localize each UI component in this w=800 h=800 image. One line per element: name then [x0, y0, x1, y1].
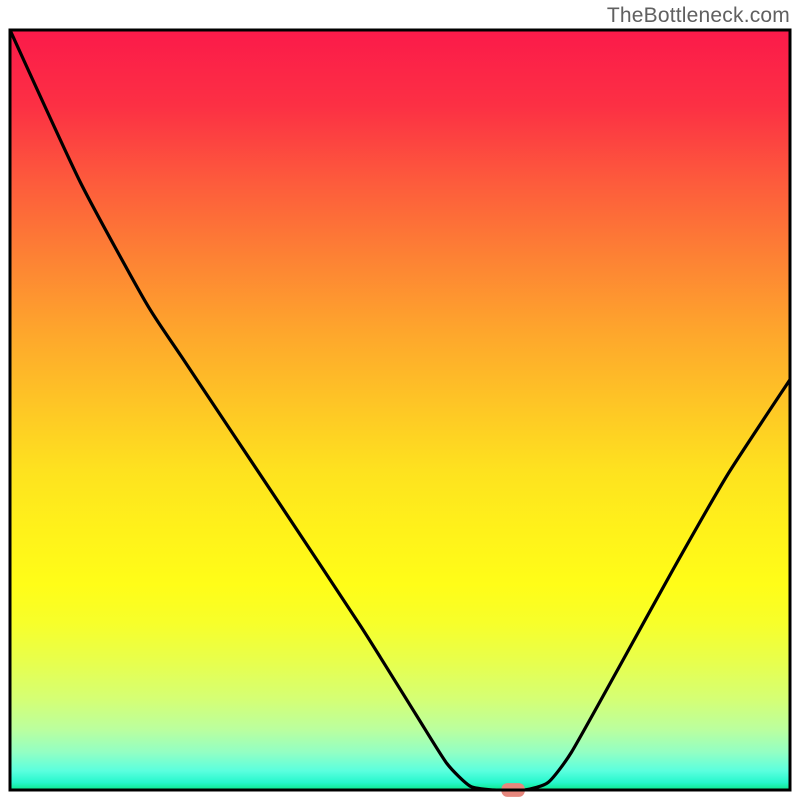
gradient-background	[10, 30, 790, 790]
plot-area	[10, 30, 790, 797]
bottleneck-curve-chart	[0, 0, 800, 800]
chart-container: TheBottleneck.com	[0, 0, 800, 800]
watermark-text: TheBottleneck.com	[607, 4, 790, 28]
